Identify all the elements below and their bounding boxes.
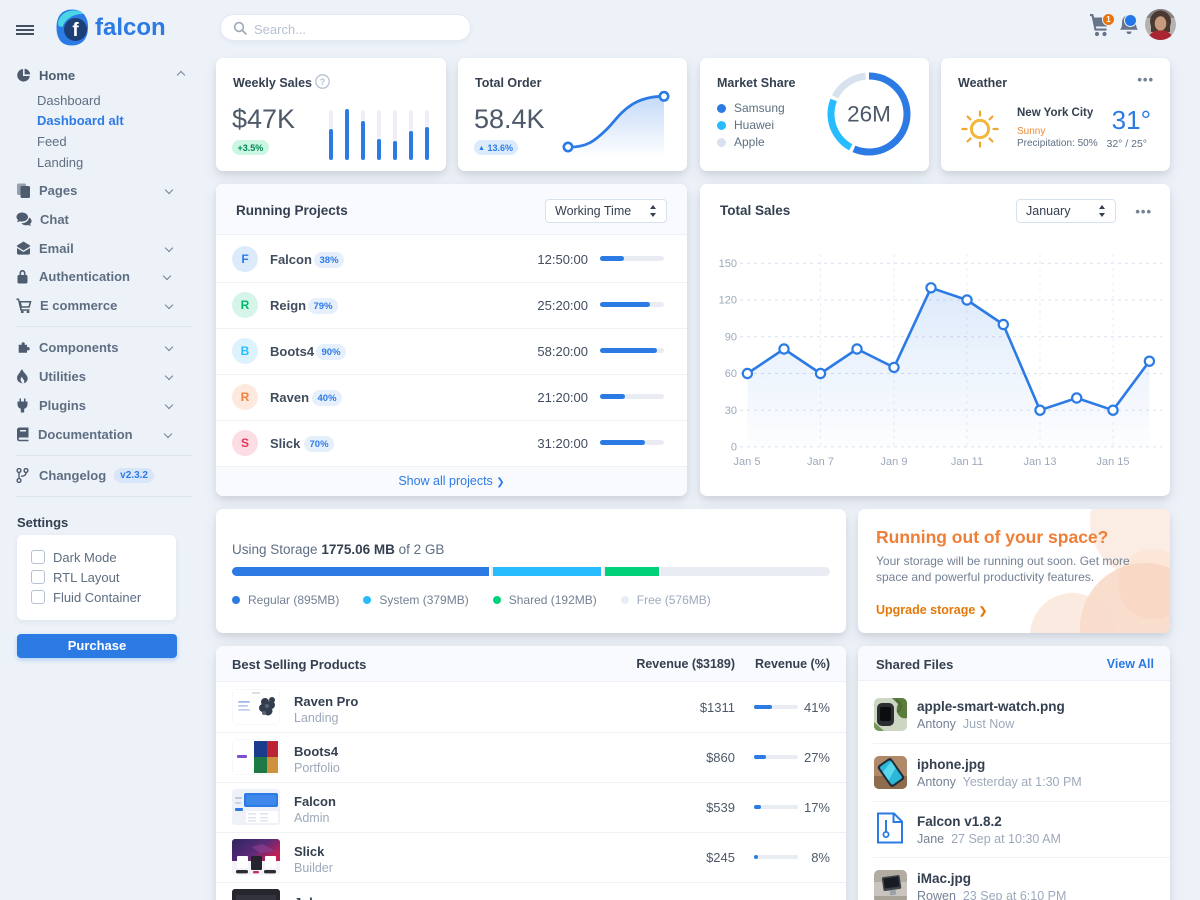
- svg-text:?: ?: [320, 77, 326, 87]
- svg-text:Jan 7: Jan 7: [807, 456, 834, 468]
- svg-text:Jan 5: Jan 5: [734, 456, 761, 468]
- svg-text:120: 120: [719, 295, 737, 307]
- svg-text:Jan 15: Jan 15: [1096, 456, 1129, 468]
- svg-text:30: 30: [725, 405, 737, 417]
- svg-text:Jan 9: Jan 9: [881, 456, 908, 468]
- svg-text:Jan 13: Jan 13: [1023, 456, 1056, 468]
- svg-text:Jan 11: Jan 11: [951, 456, 983, 468]
- svg-text:f: f: [72, 20, 79, 41]
- svg-text:150: 150: [719, 258, 737, 270]
- svg-text:60: 60: [725, 368, 737, 380]
- svg-text:26M: 26M: [847, 102, 891, 127]
- svg-text:0: 0: [731, 442, 737, 454]
- svg-text:90: 90: [725, 331, 737, 343]
